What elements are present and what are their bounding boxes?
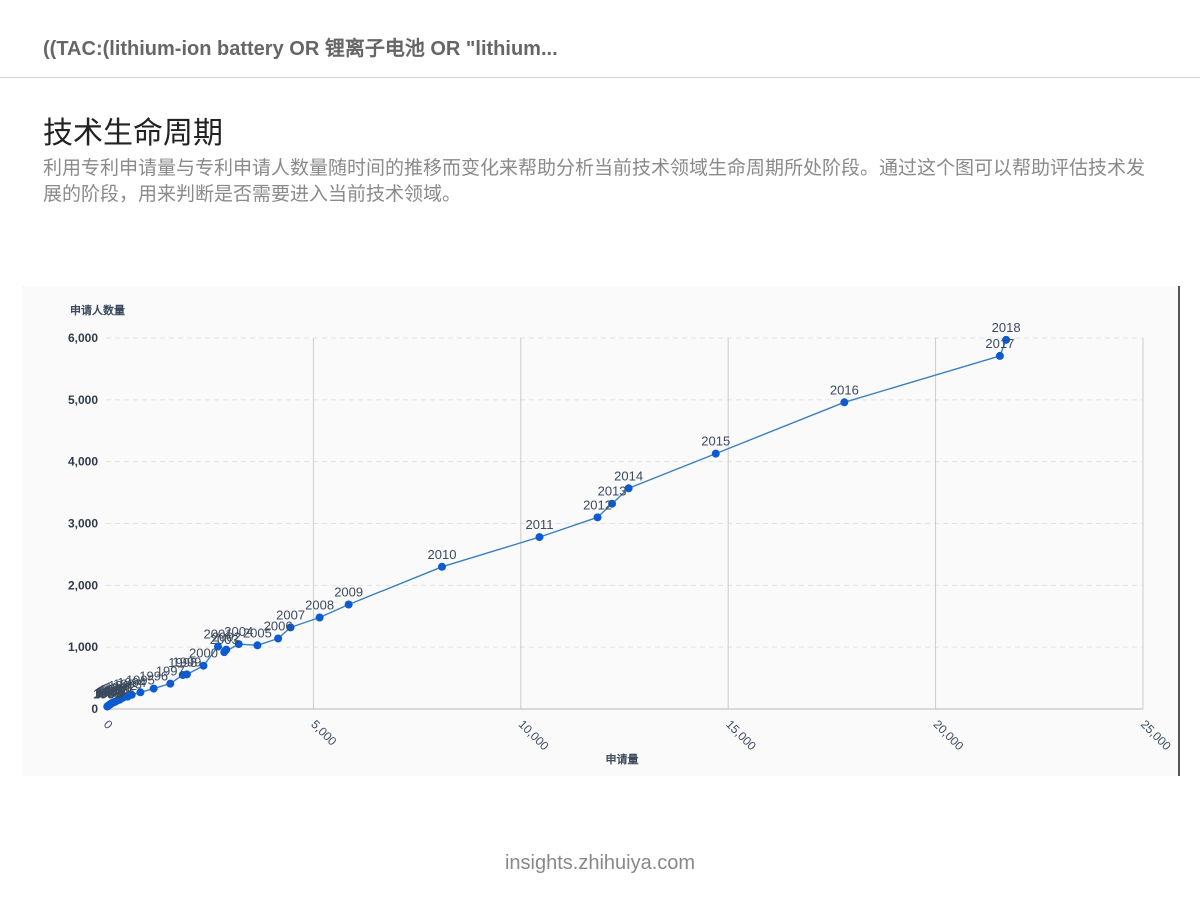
data-point[interactable] bbox=[149, 684, 158, 693]
data-point-label: 1989 bbox=[101, 682, 130, 697]
data-point[interactable] bbox=[995, 351, 1004, 360]
data-point-label: 1982 bbox=[94, 686, 123, 701]
chart-points bbox=[103, 335, 1011, 711]
data-point[interactable] bbox=[213, 642, 222, 651]
y-tick-label: 5,000 bbox=[68, 393, 98, 407]
data-point-label: 2007 bbox=[276, 607, 305, 622]
data-point[interactable] bbox=[344, 600, 353, 609]
x-tick-label: 20,000 bbox=[930, 717, 966, 753]
report-header: ((TAC:(lithium-ion battery OR 锂离子电池 OR "… bbox=[0, 0, 1200, 78]
data-point-label: 1985 bbox=[96, 684, 125, 699]
y-tick-label: 1,000 bbox=[68, 640, 98, 654]
x-tick-label: 15,000 bbox=[723, 717, 759, 753]
data-point[interactable] bbox=[1002, 335, 1011, 344]
chart-point-labels: 1980198119821983198419851986198719881989… bbox=[93, 320, 1021, 702]
data-point[interactable] bbox=[286, 623, 295, 632]
y-tick-label: 4,000 bbox=[68, 455, 98, 469]
data-point-label: 2006 bbox=[264, 619, 293, 634]
panel-right-border bbox=[1178, 286, 1180, 776]
data-point-label: 1987 bbox=[98, 683, 127, 698]
data-point[interactable] bbox=[437, 562, 446, 571]
data-point-label: 1996 bbox=[139, 669, 168, 684]
data-point-label: 2015 bbox=[701, 434, 730, 449]
data-point-label: 1983 bbox=[94, 685, 123, 700]
data-point[interactable] bbox=[608, 499, 617, 508]
data-point-label: 1988 bbox=[99, 682, 128, 697]
y-axis-title: 申请人数量 bbox=[70, 303, 125, 317]
data-point-label: 2000 bbox=[189, 646, 218, 661]
data-point-label: 2003 bbox=[210, 632, 239, 647]
data-point[interactable] bbox=[199, 661, 208, 670]
data-point[interactable] bbox=[182, 670, 191, 679]
chart-grid bbox=[106, 337, 1144, 709]
data-point-label: 1984 bbox=[95, 685, 124, 700]
data-point-label: 1998 bbox=[168, 655, 197, 670]
data-point[interactable] bbox=[315, 613, 324, 622]
data-point-label: 1980 bbox=[93, 687, 122, 702]
x-tick-label: 10,000 bbox=[516, 717, 552, 753]
data-point-label: 2009 bbox=[334, 585, 363, 600]
x-tick-label: 5,000 bbox=[308, 717, 339, 748]
search-query-text: ((TAC:(lithium-ion battery OR 锂离子电池 OR "… bbox=[43, 38, 558, 60]
data-point-label: 1990 bbox=[103, 680, 132, 695]
data-point-label: 2004 bbox=[224, 624, 253, 639]
data-point-label: 1986 bbox=[97, 683, 126, 698]
data-point-label: 1992 bbox=[108, 678, 137, 693]
chart-panel: 0 1,000 2,000 3,000 4,000 5,000 6,000 0 5,000 10,… bbox=[22, 286, 1180, 776]
data-point-label: 2014 bbox=[614, 468, 643, 483]
data-point-label: 1995 bbox=[126, 672, 155, 687]
data-point-label: 2008 bbox=[305, 597, 334, 612]
y-tick-label: 3,000 bbox=[68, 517, 98, 531]
data-point[interactable] bbox=[274, 634, 283, 643]
data-point-label: 2013 bbox=[598, 484, 627, 499]
data-point-label: 1997 bbox=[156, 664, 185, 679]
data-point-label: 1994 bbox=[117, 675, 146, 690]
data-point[interactable] bbox=[253, 641, 262, 650]
data-point-label: 2011 bbox=[525, 517, 553, 532]
data-point-label: 2012 bbox=[583, 497, 612, 512]
data-point[interactable] bbox=[127, 690, 136, 699]
data-point-label: 1993 bbox=[113, 677, 142, 692]
data-point[interactable] bbox=[136, 688, 145, 697]
data-point-label: 2002 bbox=[212, 630, 241, 645]
x-tick-label: 0 bbox=[101, 717, 116, 732]
chart-axes: 0 1,000 2,000 3,000 4,000 5,000 6,000 0 5,000 10,… bbox=[68, 331, 1174, 753]
x-axis-title: 申请量 bbox=[606, 752, 639, 766]
data-point[interactable] bbox=[234, 640, 243, 649]
data-point[interactable] bbox=[166, 679, 175, 688]
data-point-label: 2016 bbox=[830, 382, 859, 397]
data-point-label: 2018 bbox=[992, 320, 1021, 335]
data-point[interactable] bbox=[711, 449, 720, 458]
data-point[interactable] bbox=[593, 513, 602, 522]
x-tick-label: 25,000 bbox=[1138, 717, 1174, 753]
technology-lifecycle-chart: 0 1,000 2,000 3,000 4,000 5,000 6,000 0 5,000 10,… bbox=[68, 303, 1174, 766]
y-tick-label: 2,000 bbox=[68, 578, 98, 592]
data-point-label: 2005 bbox=[243, 625, 272, 640]
data-point-label: 1999 bbox=[172, 654, 201, 669]
data-point-label: 1981 bbox=[93, 686, 122, 701]
data-point-label: 2010 bbox=[428, 547, 457, 562]
y-tick-label: 0 bbox=[91, 702, 98, 716]
page-description: 利用专利申请量与专利申请人数量随时间的推移而变化来帮助分析当前技术领域生命周期所… bbox=[43, 158, 1146, 205]
data-point-label: 1991 bbox=[105, 680, 134, 695]
data-point[interactable] bbox=[220, 648, 229, 657]
y-tick-label: 6,000 bbox=[68, 331, 98, 345]
data-point[interactable] bbox=[840, 398, 849, 407]
footer-watermark: insights.zhihuiya.com bbox=[504, 852, 696, 874]
page-title: 技术生命周期 bbox=[43, 116, 223, 151]
data-point[interactable] bbox=[535, 533, 544, 542]
data-point-label: 2001 bbox=[204, 627, 233, 642]
data-point[interactable] bbox=[624, 484, 633, 493]
data-point-label: 2017 bbox=[985, 336, 1014, 351]
